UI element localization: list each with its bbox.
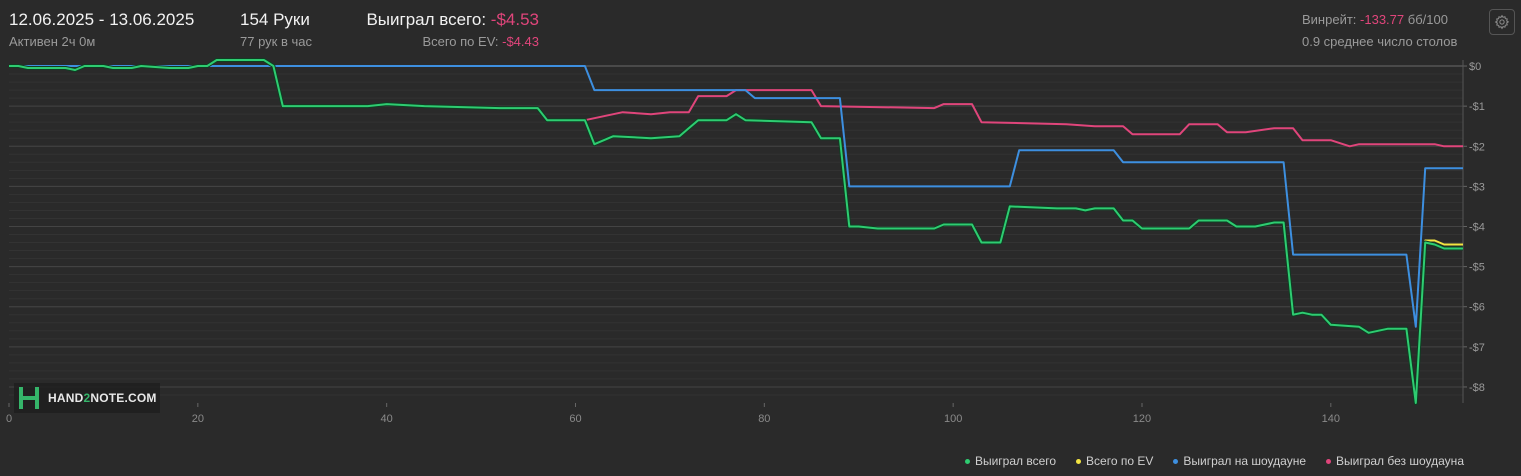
series-line-shadow-won-total [9, 58, 1463, 405]
y-tick-label: -$1 [1469, 101, 1485, 113]
logo-text-start: HAND [48, 391, 84, 405]
logo-text-end: NOTE.COM [90, 391, 157, 405]
chart-axes: $0 -$1 -$2 -$3 -$4 -$5 -$6 -$7 -$8 0 20 40 60 80 100 12… [6, 60, 1485, 425]
series-line-non-showdown [9, 59, 1463, 148]
winrate: Винрейт: -133.77 бб/100 [1302, 12, 1448, 27]
ev-total: Всего по EV: -$4.43 [422, 34, 539, 49]
x-tick-label: 40 [381, 413, 393, 425]
x-tick-label: 80 [758, 413, 770, 425]
winrate-label: Винрейт: [1302, 12, 1357, 27]
legend-dot-non-showdown [1326, 458, 1331, 464]
legend-label-ev-total: Всего по EV [1086, 454, 1154, 468]
won-total-label: Выиграл всего: [366, 10, 487, 29]
legend-item-ev-total[interactable]: Всего по EV [1076, 454, 1153, 468]
chart-legend: Выиграл всего Всего по EV Выиграл на шоу… [964, 454, 1464, 468]
legend-item-won-total[interactable]: Выиграл всего [964, 454, 1057, 468]
gear-icon [1494, 14, 1510, 30]
ev-total-label: Всего по EV: [422, 34, 499, 49]
winrate-value: -133.77 [1360, 12, 1405, 27]
legend-dot-ev-total [1076, 458, 1082, 464]
y-tick-label: -$5 [1469, 262, 1485, 274]
x-tick-label: 20 [192, 413, 204, 425]
summary-header: 12.06.2025 - 13.06.2025 Активен 2ч 0м 15… [0, 0, 1521, 56]
legend-item-non-showdown[interactable]: Выиграл без шоудауна [1326, 454, 1464, 468]
logo-text: HAND2NOTE.COM [48, 391, 157, 405]
logo-accent: 2 [83, 391, 91, 405]
y-tick-label: -$8 [1469, 382, 1485, 394]
series-line-ev-total [9, 59, 1463, 404]
x-tick-label: 120 [1133, 413, 1151, 425]
y-tick-label: -$7 [1469, 342, 1485, 354]
hands-count: 154 Руки [240, 10, 310, 29]
y-tick-label: $0 [1469, 61, 1481, 73]
legend-label-won-total: Выиграл всего [974, 454, 1057, 468]
x-tick-label: 140 [1322, 413, 1340, 425]
legend-dot-won-total [964, 458, 970, 464]
settings-button[interactable] [1489, 9, 1515, 35]
profit-chart: $0 -$1 -$2 -$3 -$4 -$5 -$6 -$7 -$8 0 20 40 60 80 100 12… [6, 58, 1485, 425]
won-total-value: -$4.53 [490, 10, 539, 29]
winrate-suffix: бб/100 [1407, 12, 1448, 27]
legend-label-non-showdown: Выиграл без шоудауна [1336, 454, 1464, 468]
ev-total-value: -$4.43 [502, 34, 539, 49]
y-tick-label: -$6 [1469, 302, 1485, 314]
series-line-showdown [9, 65, 1463, 328]
legend-item-showdown[interactable]: Выиграл на шоудауне [1173, 454, 1306, 468]
x-tick-label: 60 [569, 413, 581, 425]
chart-grid [9, 65, 1463, 396]
hand2note-logo: HAND2NOTE.COM [14, 383, 160, 413]
legend-dot-showdown [1173, 458, 1179, 464]
x-tick-label: 100 [944, 413, 962, 425]
series-line-won-total [9, 59, 1463, 404]
x-tick-label: 0 [6, 413, 12, 425]
active-time: Активен 2ч 0м [9, 34, 96, 49]
y-tick-label: -$4 [1469, 221, 1485, 233]
chart-series [9, 58, 1463, 405]
won-total: Выиграл всего: -$4.53 [366, 10, 539, 30]
h-logo-icon [19, 387, 39, 409]
legend-label-showdown: Выиграл на шоудауне [1183, 454, 1306, 468]
y-tick-label: -$2 [1469, 141, 1485, 153]
avg-tables: 0.9 среднее число столов [1302, 34, 1458, 49]
y-tick-label: -$3 [1469, 181, 1485, 193]
date-range: 12.06.2025 - 13.06.2025 [9, 10, 195, 29]
hands-per-hour: 77 рук в час [240, 34, 312, 49]
